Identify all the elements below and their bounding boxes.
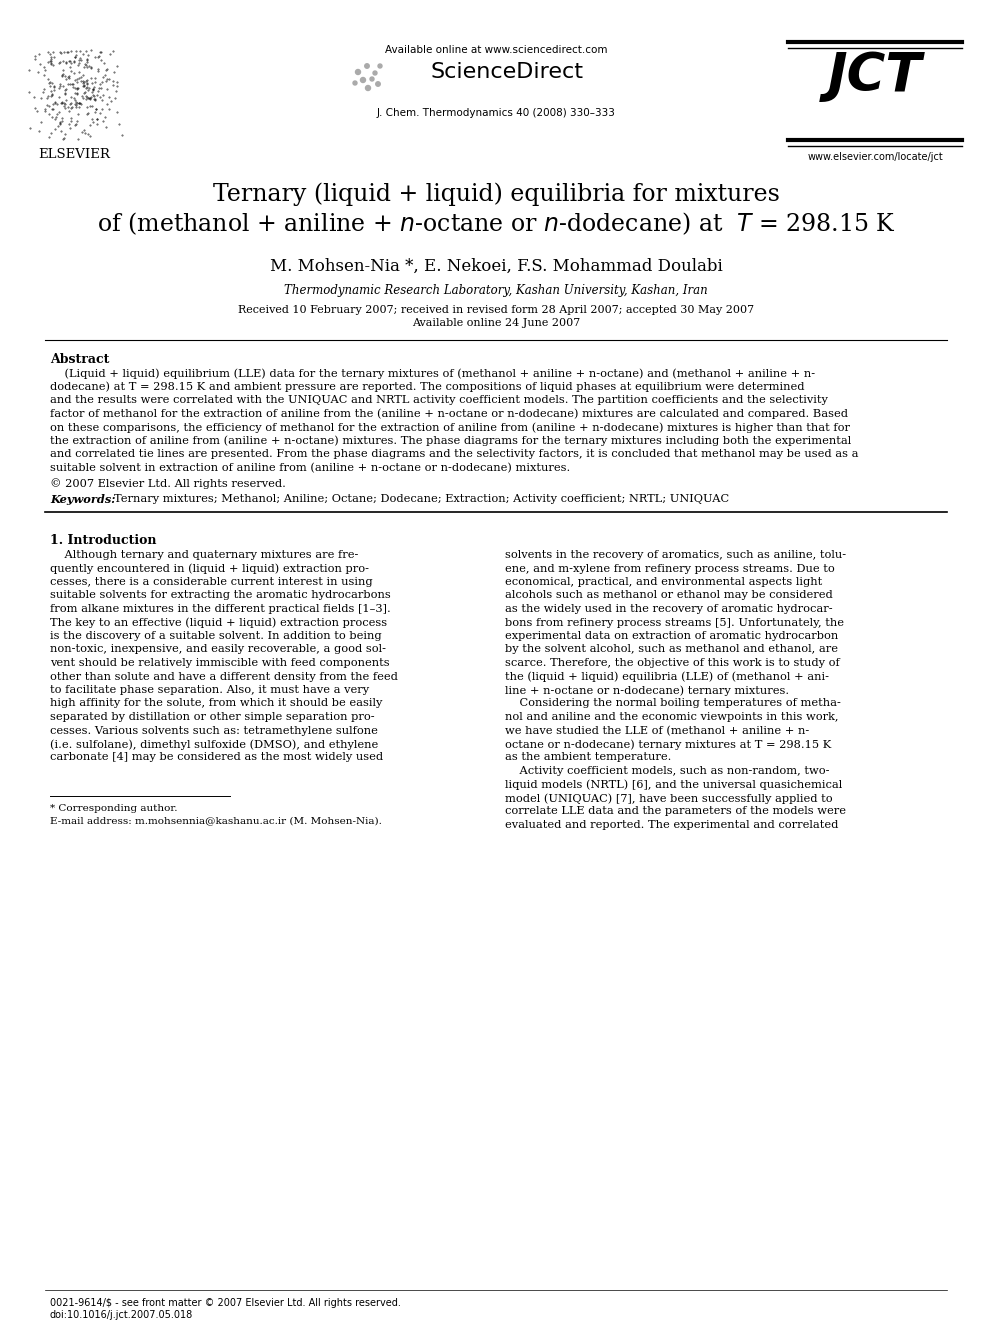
Circle shape [355,70,360,74]
Text: cesses. Various solvents such as: tetramethylene sulfone: cesses. Various solvents such as: tetram… [50,725,378,736]
Text: ELSEVIER: ELSEVIER [38,148,110,161]
Text: model (UNIQUAC) [7], have been successfully applied to: model (UNIQUAC) [7], have been successfu… [505,792,832,803]
Text: of (methanol + aniline + $n$-octane or $n$-dodecane) at  $T$ = 298.15 K: of (methanol + aniline + $n$-octane or $… [96,210,896,237]
Text: solvents in the recovery of aromatics, such as aniline, tolu-: solvents in the recovery of aromatics, s… [505,550,846,560]
Text: suitable solvent in extraction of aniline from (aniline + n-octane or n-dodecane: suitable solvent in extraction of anilin… [50,463,570,472]
Text: non-toxic, inexpensive, and easily recoverable, a good sol-: non-toxic, inexpensive, and easily recov… [50,644,386,655]
Text: ene, and m-xylene from refinery process streams. Due to: ene, and m-xylene from refinery process … [505,564,834,573]
Text: alcohols such as methanol or ethanol may be considered: alcohols such as methanol or ethanol may… [505,590,832,601]
Text: www.elsevier.com/locate/jct: www.elsevier.com/locate/jct [807,152,942,161]
Text: vent should be relatively immiscible with feed components: vent should be relatively immiscible wit… [50,658,390,668]
Circle shape [378,64,382,67]
Circle shape [353,81,357,85]
Text: 1. Introduction: 1. Introduction [50,534,157,546]
Text: other than solute and have a different density from the feed: other than solute and have a different d… [50,672,398,681]
Text: (i.e. sulfolane), dimethyl sulfoxide (DMSO), and ethylene: (i.e. sulfolane), dimethyl sulfoxide (DM… [50,740,378,750]
Text: cesses, there is a considerable current interest in using: cesses, there is a considerable current … [50,577,373,587]
Text: doi:10.1016/j.jct.2007.05.018: doi:10.1016/j.jct.2007.05.018 [50,1310,193,1320]
Text: dodecane) at T = 298.15 K and ambient pressure are reported. The compositions of: dodecane) at T = 298.15 K and ambient pr… [50,381,805,392]
Text: evaluated and reported. The experimental and correlated: evaluated and reported. The experimental… [505,820,838,830]
Text: E-mail address: m.mohsennia@kashanu.ac.ir (M. Mohsen-Nia).: E-mail address: m.mohsennia@kashanu.ac.i… [50,816,382,826]
Text: suitable solvents for extracting the aromatic hydrocarbons: suitable solvents for extracting the aro… [50,590,391,601]
Text: ScienceDirect: ScienceDirect [430,62,583,82]
Text: JCT: JCT [827,50,923,102]
Text: the (liquid + liquid) equilibria (LLE) of (methanol + ani-: the (liquid + liquid) equilibria (LLE) o… [505,672,829,683]
Text: Keywords:: Keywords: [50,493,115,505]
Circle shape [365,86,370,90]
Circle shape [376,82,380,86]
Text: nol and aniline and the economic viewpoints in this work,: nol and aniline and the economic viewpoi… [505,712,838,722]
Text: the extraction of aniline from (aniline + n-octane) mixtures. The phase diagrams: the extraction of aniline from (aniline … [50,435,851,446]
Text: * Corresponding author.: * Corresponding author. [50,804,178,814]
Text: high affinity for the solute, from which it should be easily: high affinity for the solute, from which… [50,699,382,709]
Text: is the discovery of a suitable solvent. In addition to being: is the discovery of a suitable solvent. … [50,631,382,642]
Text: © 2007 Elsevier Ltd. All rights reserved.: © 2007 Elsevier Ltd. All rights reserved… [50,478,286,488]
Text: as the ambient temperature.: as the ambient temperature. [505,753,672,762]
Text: Available online at www.sciencedirect.com: Available online at www.sciencedirect.co… [385,45,607,56]
Text: bons from refinery process streams [5]. Unfortunately, the: bons from refinery process streams [5]. … [505,618,844,627]
Text: by the solvent alcohol, such as methanol and ethanol, are: by the solvent alcohol, such as methanol… [505,644,838,655]
Text: Abstract: Abstract [50,353,109,366]
Text: Available online 24 June 2007: Available online 24 June 2007 [412,318,580,328]
Text: M. Mohsen-Nia *, E. Nekoei, F.S. Mohammad Doulabi: M. Mohsen-Nia *, E. Nekoei, F.S. Mohamma… [270,258,722,275]
Text: Although ternary and quaternary mixtures are fre-: Although ternary and quaternary mixtures… [50,550,358,560]
Text: Thermodynamic Research Laboratory, Kashan University, Kashan, Iran: Thermodynamic Research Laboratory, Kasha… [284,284,708,296]
Text: octane or n-dodecane) ternary mixtures at T = 298.15 K: octane or n-dodecane) ternary mixtures a… [505,740,831,750]
Text: separated by distillation or other simple separation pro-: separated by distillation or other simpl… [50,712,375,722]
Text: from alkane mixtures in the different practical fields [1–3].: from alkane mixtures in the different pr… [50,605,391,614]
Circle shape [360,78,365,82]
Text: Received 10 February 2007; received in revised form 28 April 2007; accepted 30 M: Received 10 February 2007; received in r… [238,306,754,315]
Text: The key to an effective (liquid + liquid) extraction process: The key to an effective (liquid + liquid… [50,618,387,628]
Text: and correlated tie lines are presented. From the phase diagrams and the selectiv: and correlated tie lines are presented. … [50,448,858,459]
Text: we have studied the LLE of (methanol + aniline + n-: we have studied the LLE of (methanol + a… [505,725,809,736]
Circle shape [370,77,374,81]
Text: scarce. Therefore, the objective of this work is to study of: scarce. Therefore, the objective of this… [505,658,840,668]
Text: (Liquid + liquid) equilibrium (LLE) data for the ternary mixtures of (methanol +: (Liquid + liquid) equilibrium (LLE) data… [50,368,815,378]
Text: experimental data on extraction of aromatic hydrocarbon: experimental data on extraction of aroma… [505,631,838,642]
Circle shape [365,64,369,69]
Text: liquid models (NRTL) [6], and the universal quasichemical: liquid models (NRTL) [6], and the univer… [505,779,842,790]
Text: Considering the normal boiling temperatures of metha-: Considering the normal boiling temperatu… [505,699,841,709]
Text: factor of methanol for the extraction of aniline from the (aniline + n-octane or: factor of methanol for the extraction of… [50,409,848,419]
Text: J. Chem. Thermodynamics 40 (2008) 330–333: J. Chem. Thermodynamics 40 (2008) 330–33… [377,108,615,118]
Text: carbonate [4] may be considered as the most widely used: carbonate [4] may be considered as the m… [50,753,383,762]
Text: as the widely used in the recovery of aromatic hydrocar-: as the widely used in the recovery of ar… [505,605,832,614]
Text: Ternary mixtures; Methanol; Aniline; Octane; Dodecane; Extraction; Activity coef: Ternary mixtures; Methanol; Aniline; Oct… [114,493,729,504]
Text: Activity coefficient models, such as non-random, two-: Activity coefficient models, such as non… [505,766,829,777]
Text: and the results were correlated with the UNIQUAC and NRTL activity coefficient m: and the results were correlated with the… [50,396,828,405]
Text: Ternary (liquid + liquid) equilibria for mixtures: Ternary (liquid + liquid) equilibria for… [212,183,780,205]
Text: economical, practical, and environmental aspects light: economical, practical, and environmental… [505,577,822,587]
Text: 0021-9614/$ - see front matter © 2007 Elsevier Ltd. All rights reserved.: 0021-9614/$ - see front matter © 2007 El… [50,1298,401,1308]
Text: line + n-octane or n-dodecane) ternary mixtures.: line + n-octane or n-dodecane) ternary m… [505,685,789,696]
Text: correlate LLE data and the parameters of the models were: correlate LLE data and the parameters of… [505,807,846,816]
Circle shape [373,71,377,75]
Text: to facilitate phase separation. Also, it must have a very: to facilitate phase separation. Also, it… [50,685,369,695]
Text: quently encountered in (liquid + liquid) extraction pro-: quently encountered in (liquid + liquid)… [50,564,369,574]
Text: on these comparisons, the efficiency of methanol for the extraction of aniline f: on these comparisons, the efficiency of … [50,422,850,433]
